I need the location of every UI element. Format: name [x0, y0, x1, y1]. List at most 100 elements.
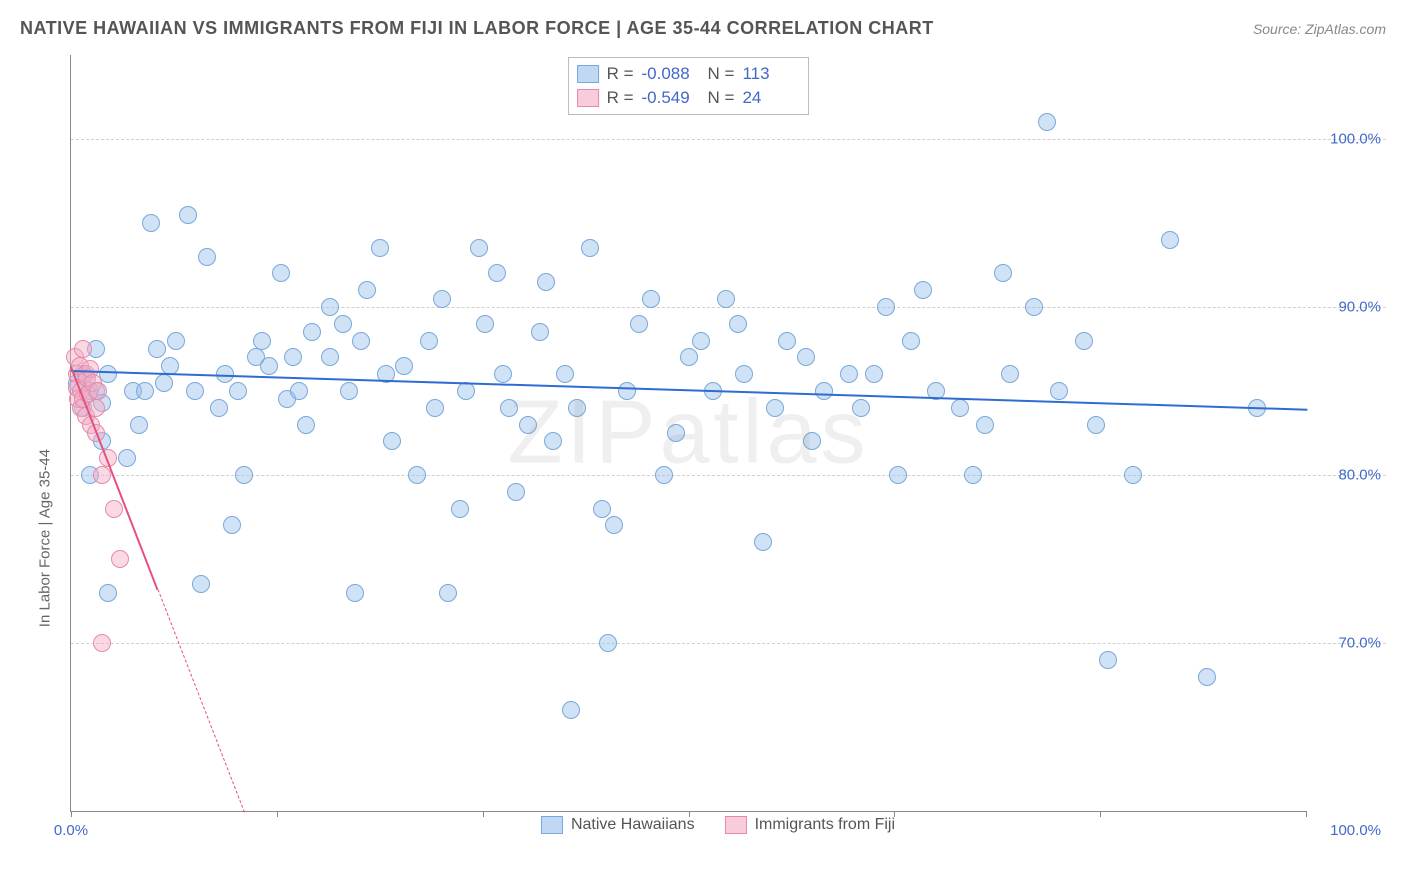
scatter-point: [729, 315, 747, 333]
scatter-point: [519, 416, 537, 434]
legend-swatch: [577, 65, 599, 83]
n-label: N =: [708, 88, 735, 108]
scatter-point: [537, 273, 555, 291]
x-tick: [1100, 811, 1101, 817]
x-tick-label: 0.0%: [54, 822, 88, 839]
scatter-point: [1075, 332, 1093, 350]
scatter-point: [488, 264, 506, 282]
scatter-point: [229, 382, 247, 400]
legend-item: Native Hawaiians: [541, 816, 695, 834]
legend-swatch: [541, 816, 563, 834]
scatter-point: [630, 315, 648, 333]
scatter-point: [507, 483, 525, 501]
scatter-point: [136, 382, 154, 400]
scatter-point: [556, 365, 574, 383]
x-tick: [1306, 811, 1307, 817]
plot-area: ZIPatlas R =-0.088N =113R =-0.549N =24 7…: [70, 55, 1306, 812]
header: NATIVE HAWAIIAN VS IMMIGRANTS FROM FIJI …: [20, 18, 1386, 39]
scatter-point: [852, 399, 870, 417]
scatter-point: [1161, 231, 1179, 249]
chart-title: NATIVE HAWAIIAN VS IMMIGRANTS FROM FIJI …: [20, 18, 934, 39]
scatter-point: [260, 357, 278, 375]
n-label: N =: [708, 64, 735, 84]
scatter-point: [223, 516, 241, 534]
scatter-point: [142, 214, 160, 232]
scatter-point: [198, 248, 216, 266]
scatter-point: [994, 264, 1012, 282]
scatter-point: [803, 432, 821, 450]
scatter-point: [1001, 365, 1019, 383]
scatter-point: [1038, 113, 1056, 131]
r-value: -0.549: [642, 88, 700, 108]
y-tick-label: 90.0%: [1338, 299, 1381, 316]
scatter-point: [179, 206, 197, 224]
scatter-point: [111, 550, 129, 568]
scatter-point: [902, 332, 920, 350]
scatter-point: [1124, 466, 1142, 484]
legend-row: R =-0.549N =24: [577, 86, 801, 110]
scatter-point: [74, 340, 92, 358]
scatter-point: [253, 332, 271, 350]
scatter-point: [1050, 382, 1068, 400]
scatter-point: [340, 382, 358, 400]
scatter-point: [93, 634, 111, 652]
scatter-point: [599, 634, 617, 652]
x-tick-label: 100.0%: [1330, 822, 1381, 839]
scatter-point: [840, 365, 858, 383]
scatter-point: [426, 399, 444, 417]
scatter-point: [284, 348, 302, 366]
scatter-point: [210, 399, 228, 417]
x-tick: [277, 811, 278, 817]
scatter-point: [655, 466, 673, 484]
gridline: [71, 643, 1386, 644]
scatter-point: [321, 348, 339, 366]
scatter-point: [735, 365, 753, 383]
scatter-point: [93, 466, 111, 484]
scatter-point: [433, 290, 451, 308]
scatter-point: [346, 584, 364, 602]
legend-item: Immigrants from Fiji: [725, 816, 895, 834]
scatter-point: [272, 264, 290, 282]
scatter-point: [297, 416, 315, 434]
scatter-point: [951, 399, 969, 417]
scatter-point: [408, 466, 426, 484]
scatter-point: [148, 340, 166, 358]
scatter-point: [717, 290, 735, 308]
scatter-point: [192, 575, 210, 593]
scatter-point: [420, 332, 438, 350]
trend-line: [157, 589, 244, 812]
scatter-point: [321, 298, 339, 316]
scatter-point: [544, 432, 562, 450]
scatter-point: [568, 399, 586, 417]
scatter-point: [889, 466, 907, 484]
scatter-point: [766, 399, 784, 417]
gridline: [71, 307, 1386, 308]
scatter-point: [1025, 298, 1043, 316]
scatter-point: [692, 332, 710, 350]
scatter-point: [476, 315, 494, 333]
legend-row: R =-0.088N =113: [577, 62, 801, 86]
chart-container: In Labor Force | Age 35-44 ZIPatlas R =-…: [50, 55, 1386, 842]
scatter-point: [680, 348, 698, 366]
scatter-point: [99, 584, 117, 602]
scatter-point: [815, 382, 833, 400]
scatter-point: [500, 399, 518, 417]
correlation-legend: R =-0.088N =113R =-0.549N =24: [568, 57, 810, 115]
scatter-point: [439, 584, 457, 602]
scatter-point: [865, 365, 883, 383]
scatter-point: [1198, 668, 1216, 686]
gridline: [71, 139, 1386, 140]
scatter-point: [964, 466, 982, 484]
scatter-point: [581, 239, 599, 257]
legend-label: Immigrants from Fiji: [755, 816, 895, 834]
r-label: R =: [607, 64, 634, 84]
scatter-point: [155, 374, 173, 392]
scatter-point: [470, 239, 488, 257]
trend-line: [71, 370, 1307, 411]
scatter-point: [235, 466, 253, 484]
y-tick-label: 70.0%: [1338, 635, 1381, 652]
legend-swatch: [725, 816, 747, 834]
scatter-point: [105, 500, 123, 518]
scatter-point: [457, 382, 475, 400]
scatter-point: [303, 323, 321, 341]
